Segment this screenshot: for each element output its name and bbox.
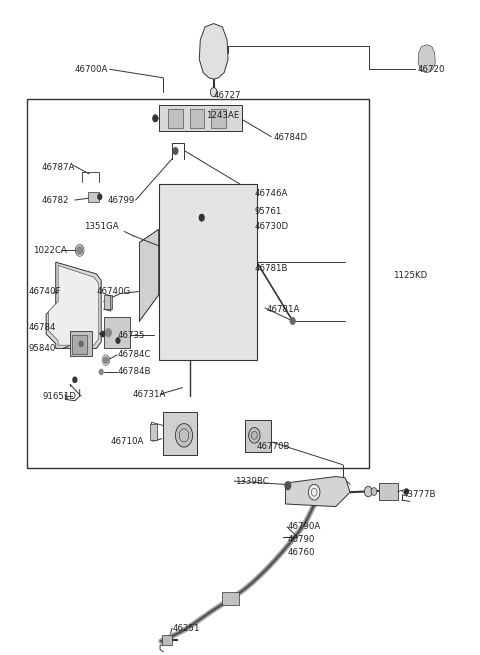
Polygon shape	[46, 262, 101, 348]
Text: 46782: 46782	[41, 196, 69, 204]
Text: 46760: 46760	[288, 548, 315, 557]
Text: 46735: 46735	[118, 331, 145, 340]
Bar	[190, 109, 204, 128]
Circle shape	[173, 148, 178, 155]
Bar	[158, 183, 257, 360]
Bar	[211, 109, 226, 128]
Text: 91651D: 91651D	[43, 392, 77, 401]
Circle shape	[99, 369, 103, 375]
Polygon shape	[199, 24, 228, 79]
Text: 1339BC: 1339BC	[235, 477, 269, 485]
Text: 1351GA: 1351GA	[84, 221, 119, 231]
Bar	[27, 99, 369, 468]
Polygon shape	[286, 477, 350, 506]
Circle shape	[285, 481, 291, 489]
Text: 46746A: 46746A	[254, 189, 288, 198]
Text: 46784D: 46784D	[274, 134, 308, 142]
Text: 46727: 46727	[214, 91, 241, 100]
Circle shape	[364, 486, 372, 496]
Bar	[72, 335, 87, 354]
Bar	[222, 592, 239, 605]
Circle shape	[405, 489, 408, 494]
Circle shape	[77, 246, 83, 254]
Text: 46784C: 46784C	[118, 350, 152, 360]
Text: 46720: 46720	[417, 65, 444, 74]
Polygon shape	[140, 229, 158, 321]
Text: 46787A: 46787A	[41, 163, 75, 172]
Circle shape	[104, 357, 108, 364]
Circle shape	[153, 115, 157, 122]
Bar	[379, 483, 398, 500]
Circle shape	[199, 214, 204, 221]
Circle shape	[371, 487, 377, 495]
Text: 46790A: 46790A	[288, 522, 321, 531]
Text: 95761: 95761	[254, 207, 282, 215]
Polygon shape	[48, 265, 99, 345]
Bar	[88, 191, 99, 202]
Bar	[70, 331, 92, 356]
Polygon shape	[418, 45, 435, 73]
Text: 46740G: 46740G	[96, 287, 131, 296]
Bar	[163, 413, 197, 455]
Bar	[104, 295, 112, 309]
Circle shape	[101, 331, 105, 337]
Text: 46740F: 46740F	[28, 287, 61, 296]
Text: 1022CA: 1022CA	[33, 246, 67, 255]
Circle shape	[175, 424, 192, 447]
Text: 46730D: 46730D	[254, 221, 288, 231]
Text: 1125KD: 1125KD	[393, 271, 427, 280]
Text: 43777B: 43777B	[403, 490, 436, 498]
Text: 46784B: 46784B	[118, 367, 152, 377]
Text: 46770B: 46770B	[257, 442, 290, 451]
Circle shape	[290, 318, 295, 324]
Text: 46790: 46790	[288, 535, 315, 544]
Text: 46781A: 46781A	[266, 305, 300, 314]
Text: 1243AE: 1243AE	[206, 111, 240, 120]
Bar	[162, 635, 172, 645]
Circle shape	[73, 377, 77, 383]
Bar	[151, 424, 157, 440]
Circle shape	[98, 194, 102, 199]
Bar	[158, 105, 242, 132]
Text: 95840: 95840	[28, 344, 56, 353]
Circle shape	[309, 484, 320, 500]
Circle shape	[210, 88, 217, 97]
Text: 46784: 46784	[28, 323, 56, 332]
Bar	[245, 421, 271, 452]
Text: 46700A: 46700A	[75, 65, 108, 74]
Circle shape	[249, 428, 260, 443]
Text: 46781B: 46781B	[254, 264, 288, 273]
Text: 46251: 46251	[173, 624, 201, 633]
Text: 46710A: 46710A	[111, 438, 144, 446]
Text: 46799: 46799	[108, 196, 135, 204]
Circle shape	[79, 341, 83, 346]
Bar	[104, 317, 130, 348]
Bar	[168, 109, 182, 128]
Text: 46731A: 46731A	[132, 390, 166, 399]
Circle shape	[106, 329, 111, 337]
Circle shape	[116, 338, 120, 343]
